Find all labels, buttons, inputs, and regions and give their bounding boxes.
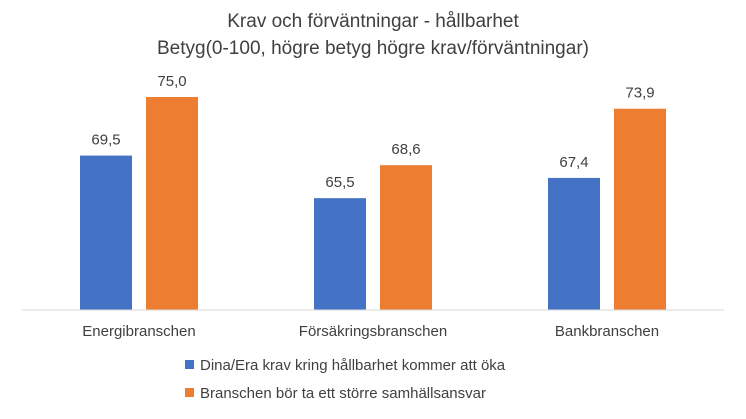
- legend-swatch: [185, 360, 194, 369]
- data-label: 65,5: [325, 174, 354, 191]
- data-label: 69,5: [91, 132, 120, 149]
- category-label: Bankbranschen: [555, 323, 659, 340]
- bar: [314, 198, 366, 310]
- bar-group: 65,5 68,6 Försäkringsbranschen: [299, 141, 447, 340]
- data-label: 68,6: [391, 141, 420, 158]
- bar: [80, 155, 132, 310]
- category-label: Försäkringsbranschen: [299, 323, 447, 340]
- bar: [380, 165, 432, 310]
- legend-item: Branschen bör ta ett större samhällsansv…: [185, 385, 486, 402]
- legend-swatch: [185, 388, 194, 397]
- legend-label: Branschen bör ta ett större samhällsansv…: [200, 385, 486, 402]
- chart-title: Krav och förväntningar - hållbarhet: [227, 11, 519, 32]
- bar-group: 67,4 73,9 Bankbranschen: [548, 85, 666, 340]
- chart-subtitle: Betyg(0-100, högre betyg högre krav/förv…: [157, 38, 589, 59]
- data-label: 73,9: [625, 85, 654, 102]
- legend-label: Dina/Era krav kring hållbarhet kommer at…: [200, 357, 506, 374]
- bar-group: 69,5 75,0 Energibranschen: [80, 73, 198, 340]
- bar: [614, 108, 666, 310]
- bar: [146, 97, 198, 310]
- data-label: 75,0: [157, 73, 186, 90]
- data-label: 67,4: [559, 154, 588, 171]
- legend-item: Dina/Era krav kring hållbarhet kommer at…: [185, 357, 506, 374]
- legend: Dina/Era krav kring hållbarhet kommer at…: [185, 357, 506, 402]
- plot-area: 69,5 75,0 Energibranschen 65,5 68,6 Försäkrin…: [80, 73, 666, 340]
- category-label: Energibranschen: [82, 323, 195, 340]
- bar: [548, 177, 600, 310]
